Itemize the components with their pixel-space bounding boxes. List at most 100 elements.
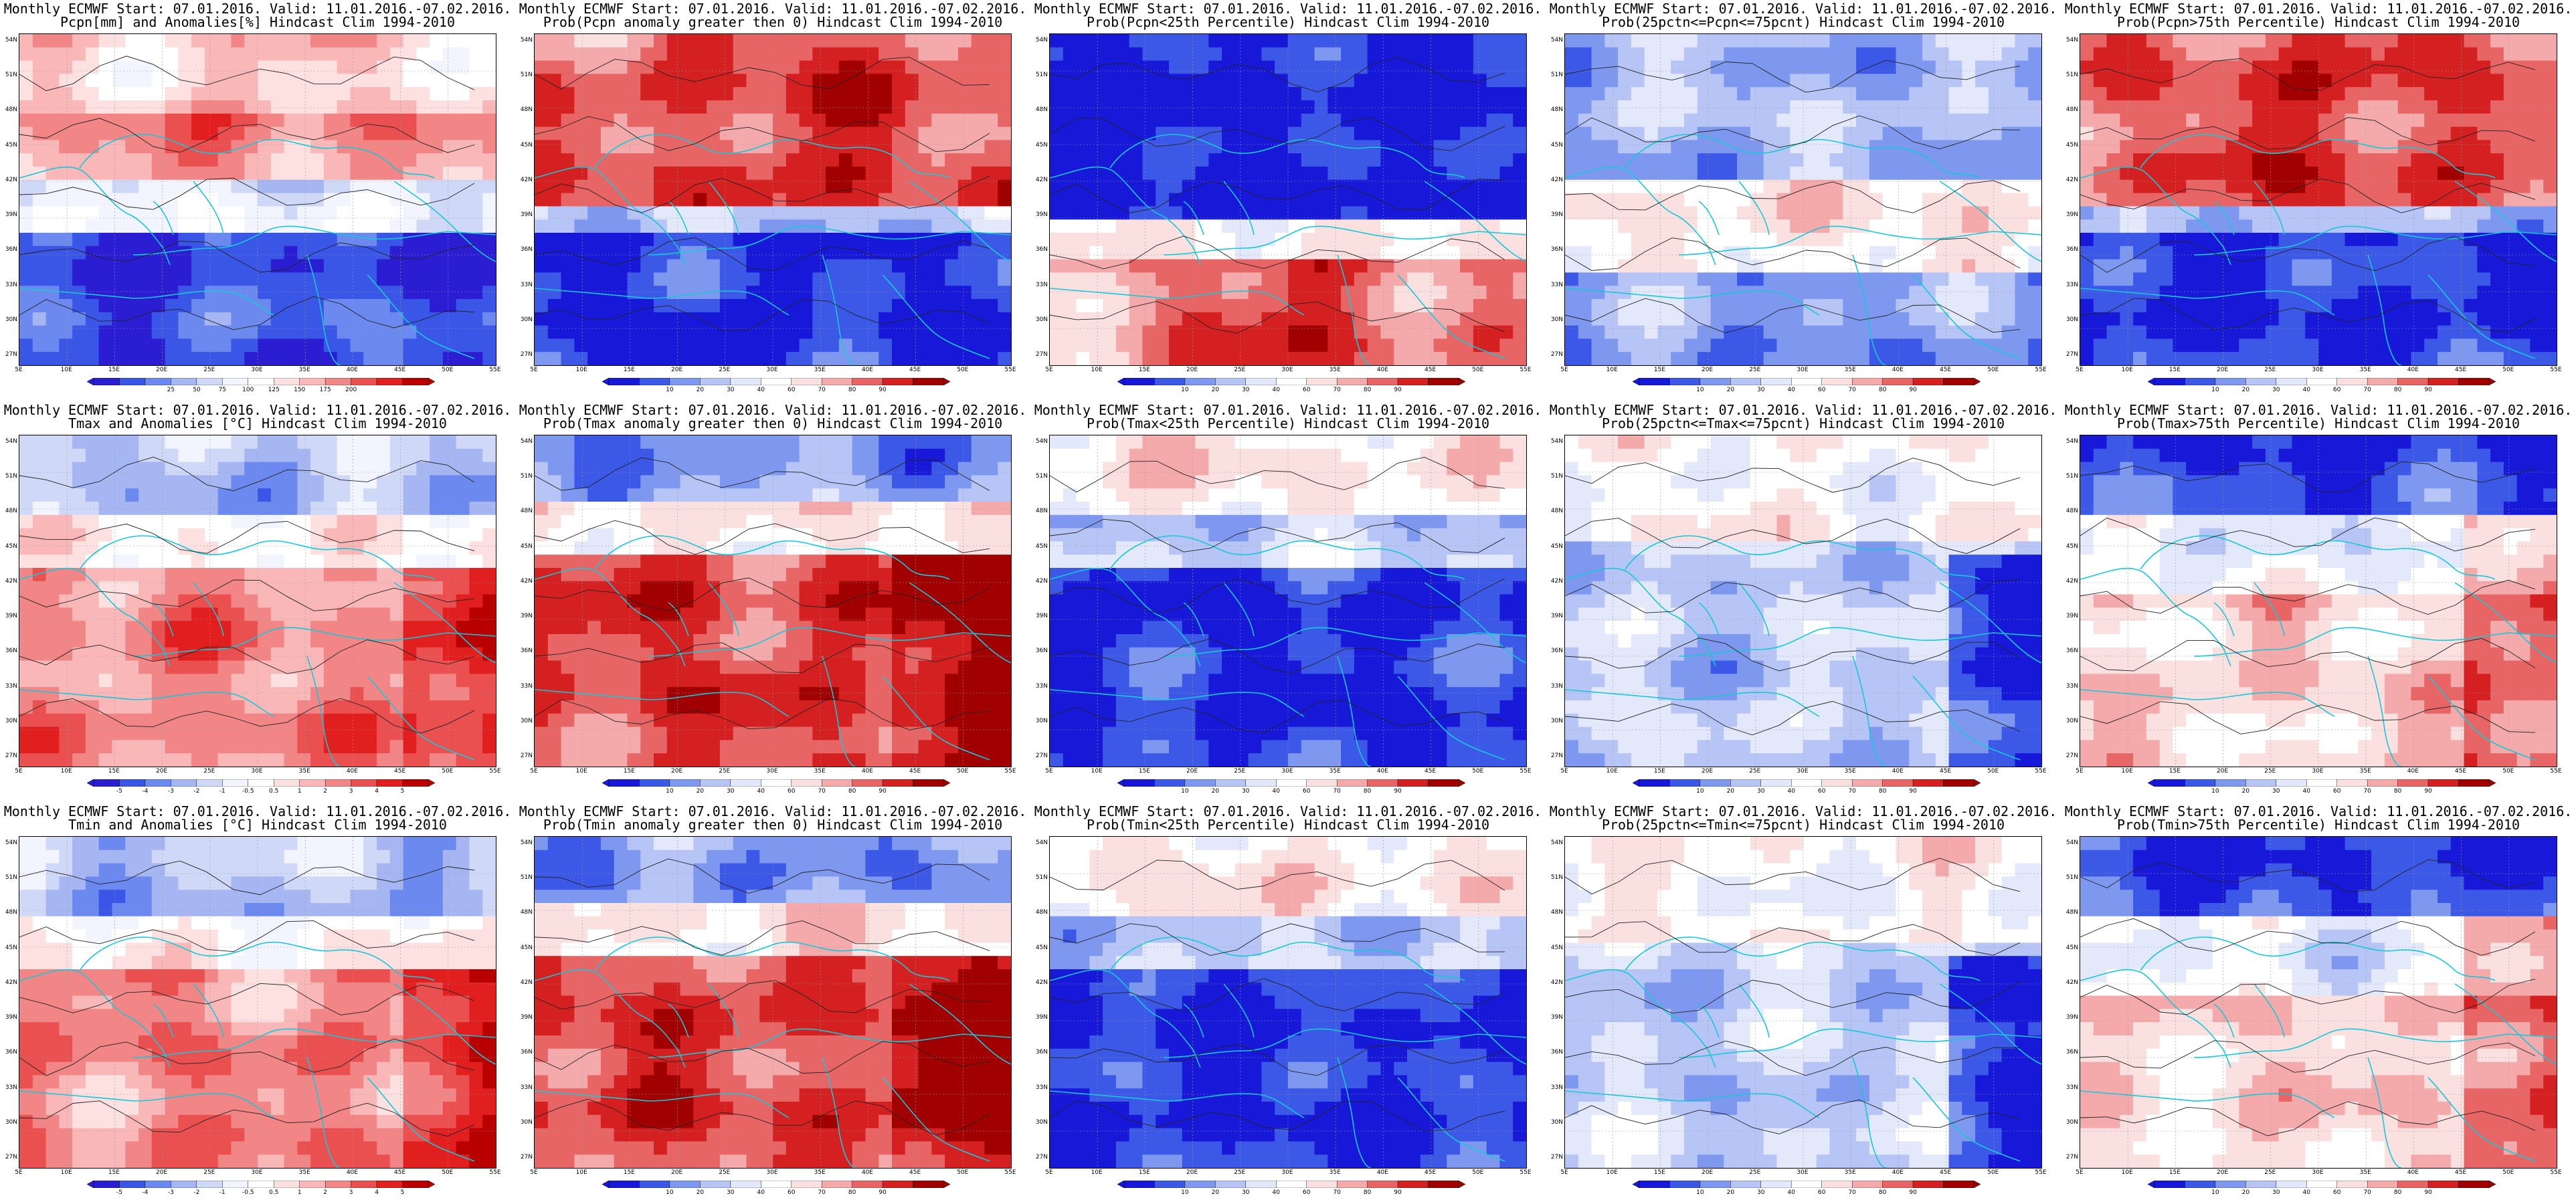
grid-cell bbox=[469, 259, 483, 273]
grid-cell bbox=[1790, 34, 1804, 48]
grid-cell bbox=[1843, 126, 1857, 140]
grid-cell bbox=[1935, 47, 1950, 62]
grid-cell bbox=[377, 259, 391, 273]
grid-cell bbox=[85, 233, 100, 247]
grid-cell bbox=[2318, 179, 2332, 194]
grid-cell bbox=[112, 206, 126, 220]
coastline bbox=[153, 201, 174, 235]
grid-cell bbox=[640, 153, 654, 167]
grid-cell bbox=[19, 448, 33, 463]
grid-cell bbox=[2278, 167, 2293, 181]
grid-cell bbox=[719, 113, 734, 128]
grid-cell bbox=[377, 299, 391, 313]
grid-cell bbox=[337, 325, 351, 339]
grid-cell bbox=[2397, 74, 2412, 88]
grid-cell bbox=[363, 179, 377, 194]
grid-cell bbox=[1975, 126, 1989, 140]
grid-cell bbox=[139, 233, 153, 247]
grid-cell bbox=[1261, 206, 1275, 220]
grid-cell bbox=[85, 193, 100, 207]
grid-cell bbox=[231, 179, 245, 194]
latitude-tick-label: 48N bbox=[520, 106, 533, 114]
grid-cell bbox=[1671, 259, 1685, 273]
grid-cell bbox=[2437, 113, 2452, 128]
grid-cell bbox=[2252, 338, 2266, 353]
grid-cell bbox=[1644, 206, 1659, 220]
grid-cell bbox=[680, 352, 694, 365]
grid-cell bbox=[614, 233, 628, 247]
grid-cell bbox=[258, 435, 272, 449]
grid-cell bbox=[1975, 325, 1989, 339]
grid-cell bbox=[1856, 312, 1870, 326]
grid-cell bbox=[1750, 352, 1764, 365]
grid-cell bbox=[231, 312, 245, 326]
grid-cell bbox=[165, 206, 179, 220]
grid-cell bbox=[2120, 219, 2134, 233]
grid-cell bbox=[2278, 299, 2293, 313]
grid-cell bbox=[614, 272, 628, 286]
grid-cell bbox=[1407, 167, 1421, 181]
grid-cell bbox=[1724, 87, 1738, 101]
grid-cell bbox=[1843, 259, 1857, 273]
grid-cell bbox=[773, 34, 787, 48]
longitude-tick-label: 35E bbox=[1844, 367, 1856, 373]
grid-cell bbox=[918, 87, 932, 101]
grid-cell bbox=[1631, 245, 1645, 260]
grid-cell bbox=[786, 259, 800, 273]
grid-cell bbox=[826, 100, 840, 114]
grid-cell bbox=[2371, 312, 2385, 326]
grid-cell bbox=[1684, 126, 1698, 140]
grid-cell bbox=[1644, 299, 1659, 313]
grid-cell bbox=[852, 74, 866, 88]
grid-cell bbox=[1631, 312, 1645, 326]
grid-cell bbox=[2265, 219, 2280, 233]
grid-cell bbox=[931, 113, 945, 128]
grid-cell bbox=[323, 245, 338, 260]
grid-cell bbox=[587, 245, 602, 260]
grid-cell bbox=[1275, 338, 1289, 353]
grid-cell bbox=[1737, 87, 1751, 101]
grid-cell bbox=[1909, 352, 1923, 365]
grid-cell bbox=[1341, 259, 1355, 273]
grid-cell bbox=[600, 100, 615, 114]
grid-cell bbox=[2173, 312, 2187, 326]
grid-cell bbox=[1671, 167, 1685, 181]
grid-cell bbox=[416, 259, 430, 273]
grid-cell bbox=[1367, 60, 1382, 74]
grid-cell bbox=[2199, 87, 2213, 101]
grid-cell bbox=[2133, 74, 2147, 88]
grid-cell bbox=[2530, 272, 2544, 286]
grid-cell bbox=[574, 259, 588, 273]
grid-cell bbox=[310, 245, 325, 260]
grid-cell bbox=[1922, 219, 1936, 233]
grid-cell bbox=[892, 233, 906, 247]
grid-cell bbox=[918, 47, 932, 62]
grid-cell bbox=[1195, 193, 1209, 207]
grid-cell bbox=[1803, 325, 1817, 339]
grid-cell bbox=[587, 60, 602, 74]
grid-cell bbox=[852, 338, 866, 353]
grid-cell bbox=[2212, 272, 2227, 286]
grid-cell bbox=[640, 193, 654, 207]
grid-cell bbox=[2358, 179, 2372, 194]
grid-cell bbox=[85, 272, 100, 286]
colorbar-segment bbox=[1367, 378, 1398, 385]
grid-cell bbox=[1948, 259, 1962, 273]
grid-cell bbox=[1115, 47, 1130, 62]
grid-cell bbox=[178, 352, 192, 365]
grid-cell bbox=[1063, 60, 1077, 74]
grid-cell bbox=[945, 140, 959, 154]
grid-cell bbox=[2397, 352, 2412, 365]
grid-cell bbox=[2199, 140, 2213, 154]
grid-cell bbox=[442, 87, 457, 101]
grid-cell bbox=[469, 87, 483, 101]
grid-cell bbox=[2490, 47, 2504, 62]
grid-cell bbox=[1803, 312, 1817, 326]
grid-cell bbox=[786, 245, 800, 260]
grid-cell bbox=[1169, 34, 1183, 48]
grid-cell bbox=[1486, 113, 1501, 128]
grid-cell bbox=[297, 87, 311, 101]
grid-cell bbox=[2503, 233, 2518, 247]
grid-cell bbox=[2331, 60, 2346, 74]
grid-cell bbox=[2278, 338, 2293, 353]
